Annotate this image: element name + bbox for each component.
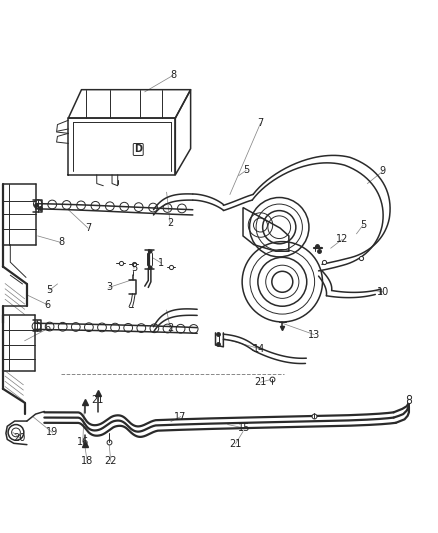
- Text: 8: 8: [170, 70, 176, 80]
- Text: 18: 18: [81, 456, 93, 466]
- Text: 22: 22: [105, 456, 117, 466]
- Text: 21: 21: [254, 377, 267, 387]
- Text: 15: 15: [238, 423, 251, 433]
- Text: 2: 2: [167, 322, 173, 333]
- Text: 13: 13: [308, 329, 320, 340]
- Text: 5: 5: [360, 220, 366, 230]
- Text: 1: 1: [158, 258, 164, 268]
- Text: 16: 16: [77, 437, 89, 447]
- Text: 10: 10: [377, 287, 389, 297]
- Text: 9: 9: [380, 166, 386, 176]
- Text: 17: 17: [174, 411, 187, 422]
- Text: 12: 12: [336, 235, 348, 245]
- Text: 7: 7: [258, 118, 264, 128]
- Text: 20: 20: [14, 433, 26, 442]
- Text: 8: 8: [58, 238, 64, 247]
- Text: 5: 5: [131, 263, 137, 273]
- Text: 19: 19: [46, 427, 58, 438]
- Text: 2: 2: [167, 218, 173, 228]
- Text: D: D: [134, 144, 142, 155]
- Text: 21: 21: [92, 395, 104, 405]
- Text: 14: 14: [253, 344, 265, 353]
- Text: 3: 3: [106, 282, 112, 293]
- Text: 7: 7: [85, 223, 91, 233]
- Text: 5: 5: [243, 165, 249, 175]
- Text: 21: 21: [230, 439, 242, 449]
- Text: 6: 6: [45, 300, 51, 310]
- Text: 5: 5: [46, 285, 53, 295]
- Text: 6: 6: [45, 324, 51, 334]
